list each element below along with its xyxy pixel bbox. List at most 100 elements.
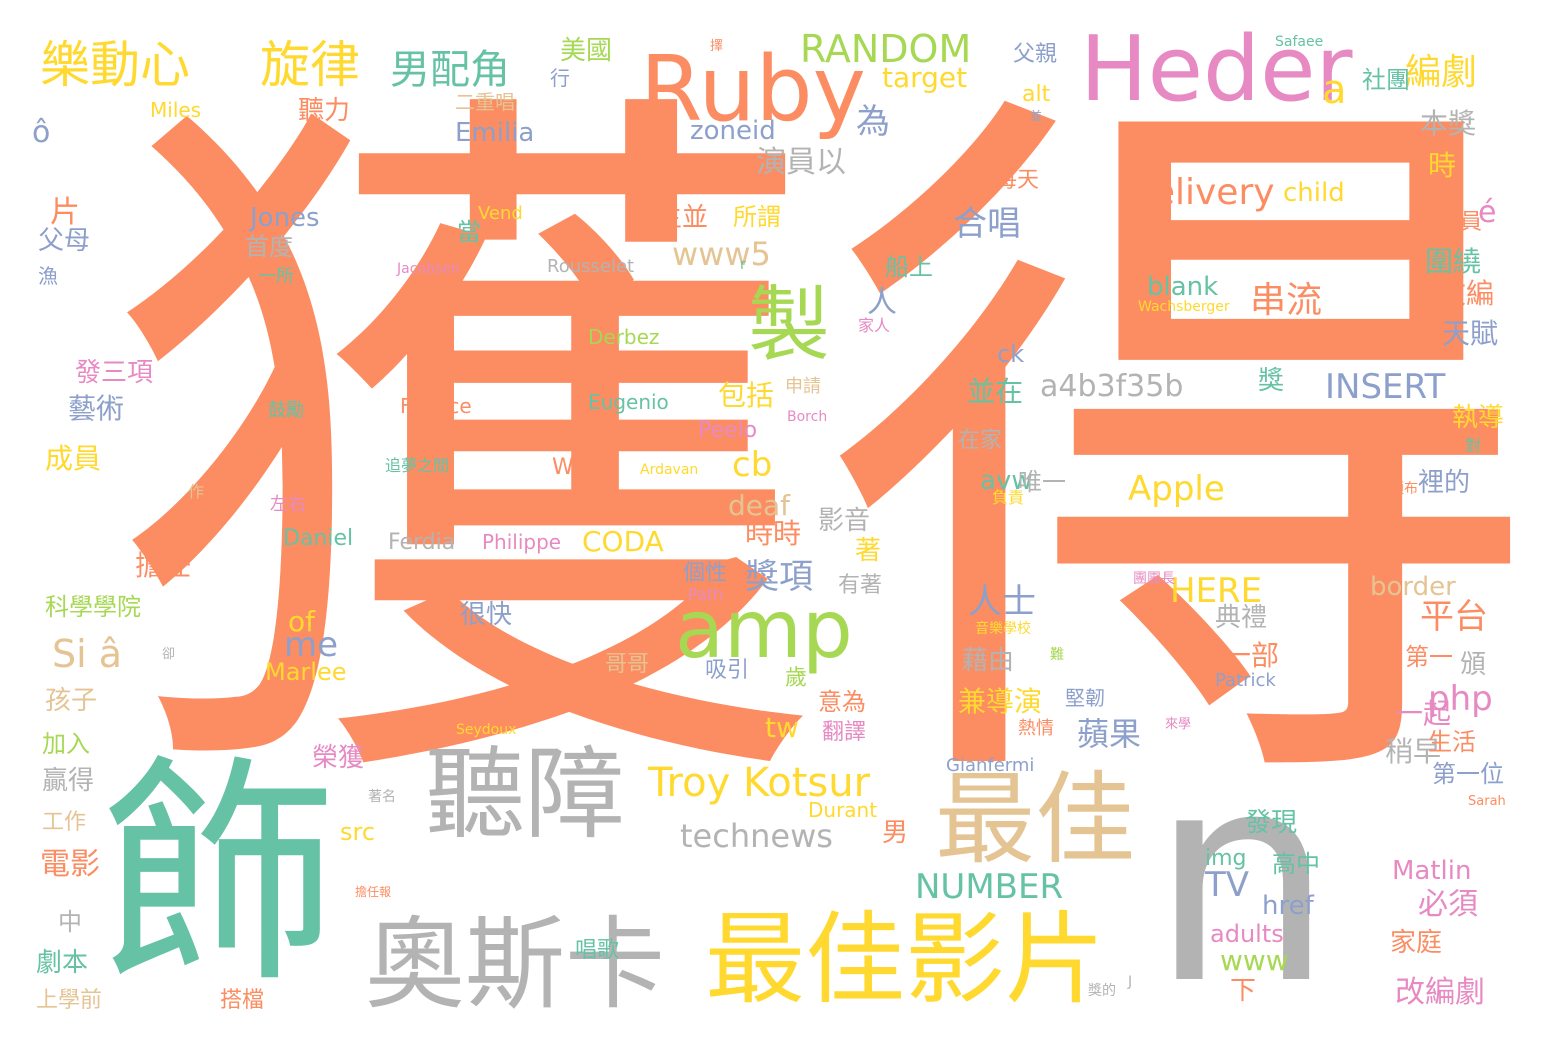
word: 著名 [368, 789, 396, 805]
word: 聽力 [298, 96, 351, 126]
word: 難 [1050, 647, 1064, 663]
word: 改編 [1438, 277, 1495, 310]
word: www [1220, 944, 1289, 977]
word: 劇本 [36, 948, 89, 978]
word: J [1128, 974, 1133, 990]
word: Philippe [482, 530, 562, 554]
word: 在家 [958, 428, 1003, 453]
word: 中 [58, 908, 82, 936]
word: 孩子 [45, 686, 98, 716]
word: 船上 [885, 253, 933, 281]
word: Jacobsen [397, 261, 460, 277]
word: child [1283, 178, 1345, 208]
word: 美國 [560, 36, 613, 66]
word: 熱情 [1018, 718, 1054, 739]
word: deaf [728, 489, 791, 522]
word: Si â [52, 632, 123, 676]
word: 家庭 [1390, 928, 1443, 958]
word: a [1322, 67, 1347, 113]
word: 父親 [1013, 42, 1058, 67]
word: 榮獲 [312, 743, 365, 773]
word: Borch [787, 409, 828, 425]
word: 必須 [1418, 887, 1478, 922]
word: 兼導演 [958, 685, 1043, 718]
word: 天賦 [1442, 317, 1499, 350]
word: 父母 [38, 226, 91, 256]
word: 擔任報 [355, 885, 392, 899]
word: 人士 [968, 582, 1036, 622]
word: 鼓勵 [268, 400, 304, 421]
word: Ferdia [388, 530, 456, 555]
word: 時時 [745, 517, 802, 550]
word: 第一位 [1432, 760, 1504, 788]
word: 申請 [785, 376, 821, 397]
word: Miles [150, 98, 202, 122]
word: 堅韌 [1065, 686, 1105, 710]
word: 合唱 [953, 204, 1021, 244]
word: 社團 [1362, 66, 1410, 94]
word: amp [675, 583, 853, 676]
word: 高中 [1272, 850, 1320, 878]
word: 成員 [45, 442, 102, 475]
word: delivery [1130, 172, 1275, 213]
word: 工作 [42, 810, 87, 835]
word: www5 [672, 235, 771, 273]
word: 最佳影片 [705, 901, 1105, 1018]
word: Ruby [640, 37, 866, 142]
word: 飾 [100, 735, 341, 1015]
word: Path [688, 585, 724, 604]
word: 最佳 [935, 761, 1135, 878]
word: avw [980, 466, 1033, 496]
word: Walsh [552, 455, 618, 480]
word: 男配角 [390, 47, 510, 93]
word: 著 [855, 536, 882, 566]
word: adults [1210, 920, 1284, 948]
word: php [1428, 679, 1493, 719]
word: ô [32, 115, 51, 150]
word: 為主並 [630, 203, 709, 233]
word: 吸引 [705, 658, 750, 683]
word: é [1478, 195, 1497, 230]
word: 很快 [460, 600, 513, 630]
word: Vend [478, 203, 523, 224]
word: Pictures [376, 322, 456, 346]
word: Apple [1128, 469, 1225, 509]
word: 平台 [1420, 597, 1488, 637]
word: 加入 [42, 730, 90, 758]
word: 唱歌 [575, 938, 620, 963]
word: 來學 [1165, 717, 1192, 732]
word: 擇 [710, 39, 724, 54]
word: me [284, 625, 339, 665]
word: 人 [867, 285, 897, 320]
word: 藉由 [962, 646, 1015, 676]
word: 搭檔 [220, 988, 265, 1013]
word: 為 [856, 102, 890, 142]
word: 影音 [818, 506, 871, 536]
word: HERE [1170, 571, 1263, 611]
word: Jones [250, 203, 320, 233]
word: technews [680, 817, 833, 855]
word: 左右 [270, 494, 306, 515]
word: 一所 [258, 266, 294, 287]
word: 有著 [838, 573, 883, 598]
word: 串流 [1250, 280, 1323, 321]
word: zoneid [690, 116, 776, 146]
word: Daniel [283, 526, 354, 551]
word: of [288, 605, 315, 638]
word: 稍早 [1385, 735, 1442, 768]
word: 電影 [40, 847, 100, 882]
word: cb [732, 445, 773, 485]
word: 並在 [967, 375, 1024, 408]
word: 個性 [683, 561, 728, 586]
word: 一起 [1395, 697, 1452, 730]
word: Ardavan [640, 462, 699, 478]
word: 裡的 [1418, 468, 1471, 498]
word: 圍繞 [1425, 245, 1482, 278]
word: 二重唱 [455, 90, 515, 114]
word: 負責 [992, 488, 1025, 507]
word: 音樂學校 [975, 621, 1031, 637]
word: 行 [550, 66, 570, 90]
word: NUMBER [915, 867, 1064, 907]
word: 所謂 [733, 203, 781, 231]
word: 每天 [995, 168, 1040, 193]
